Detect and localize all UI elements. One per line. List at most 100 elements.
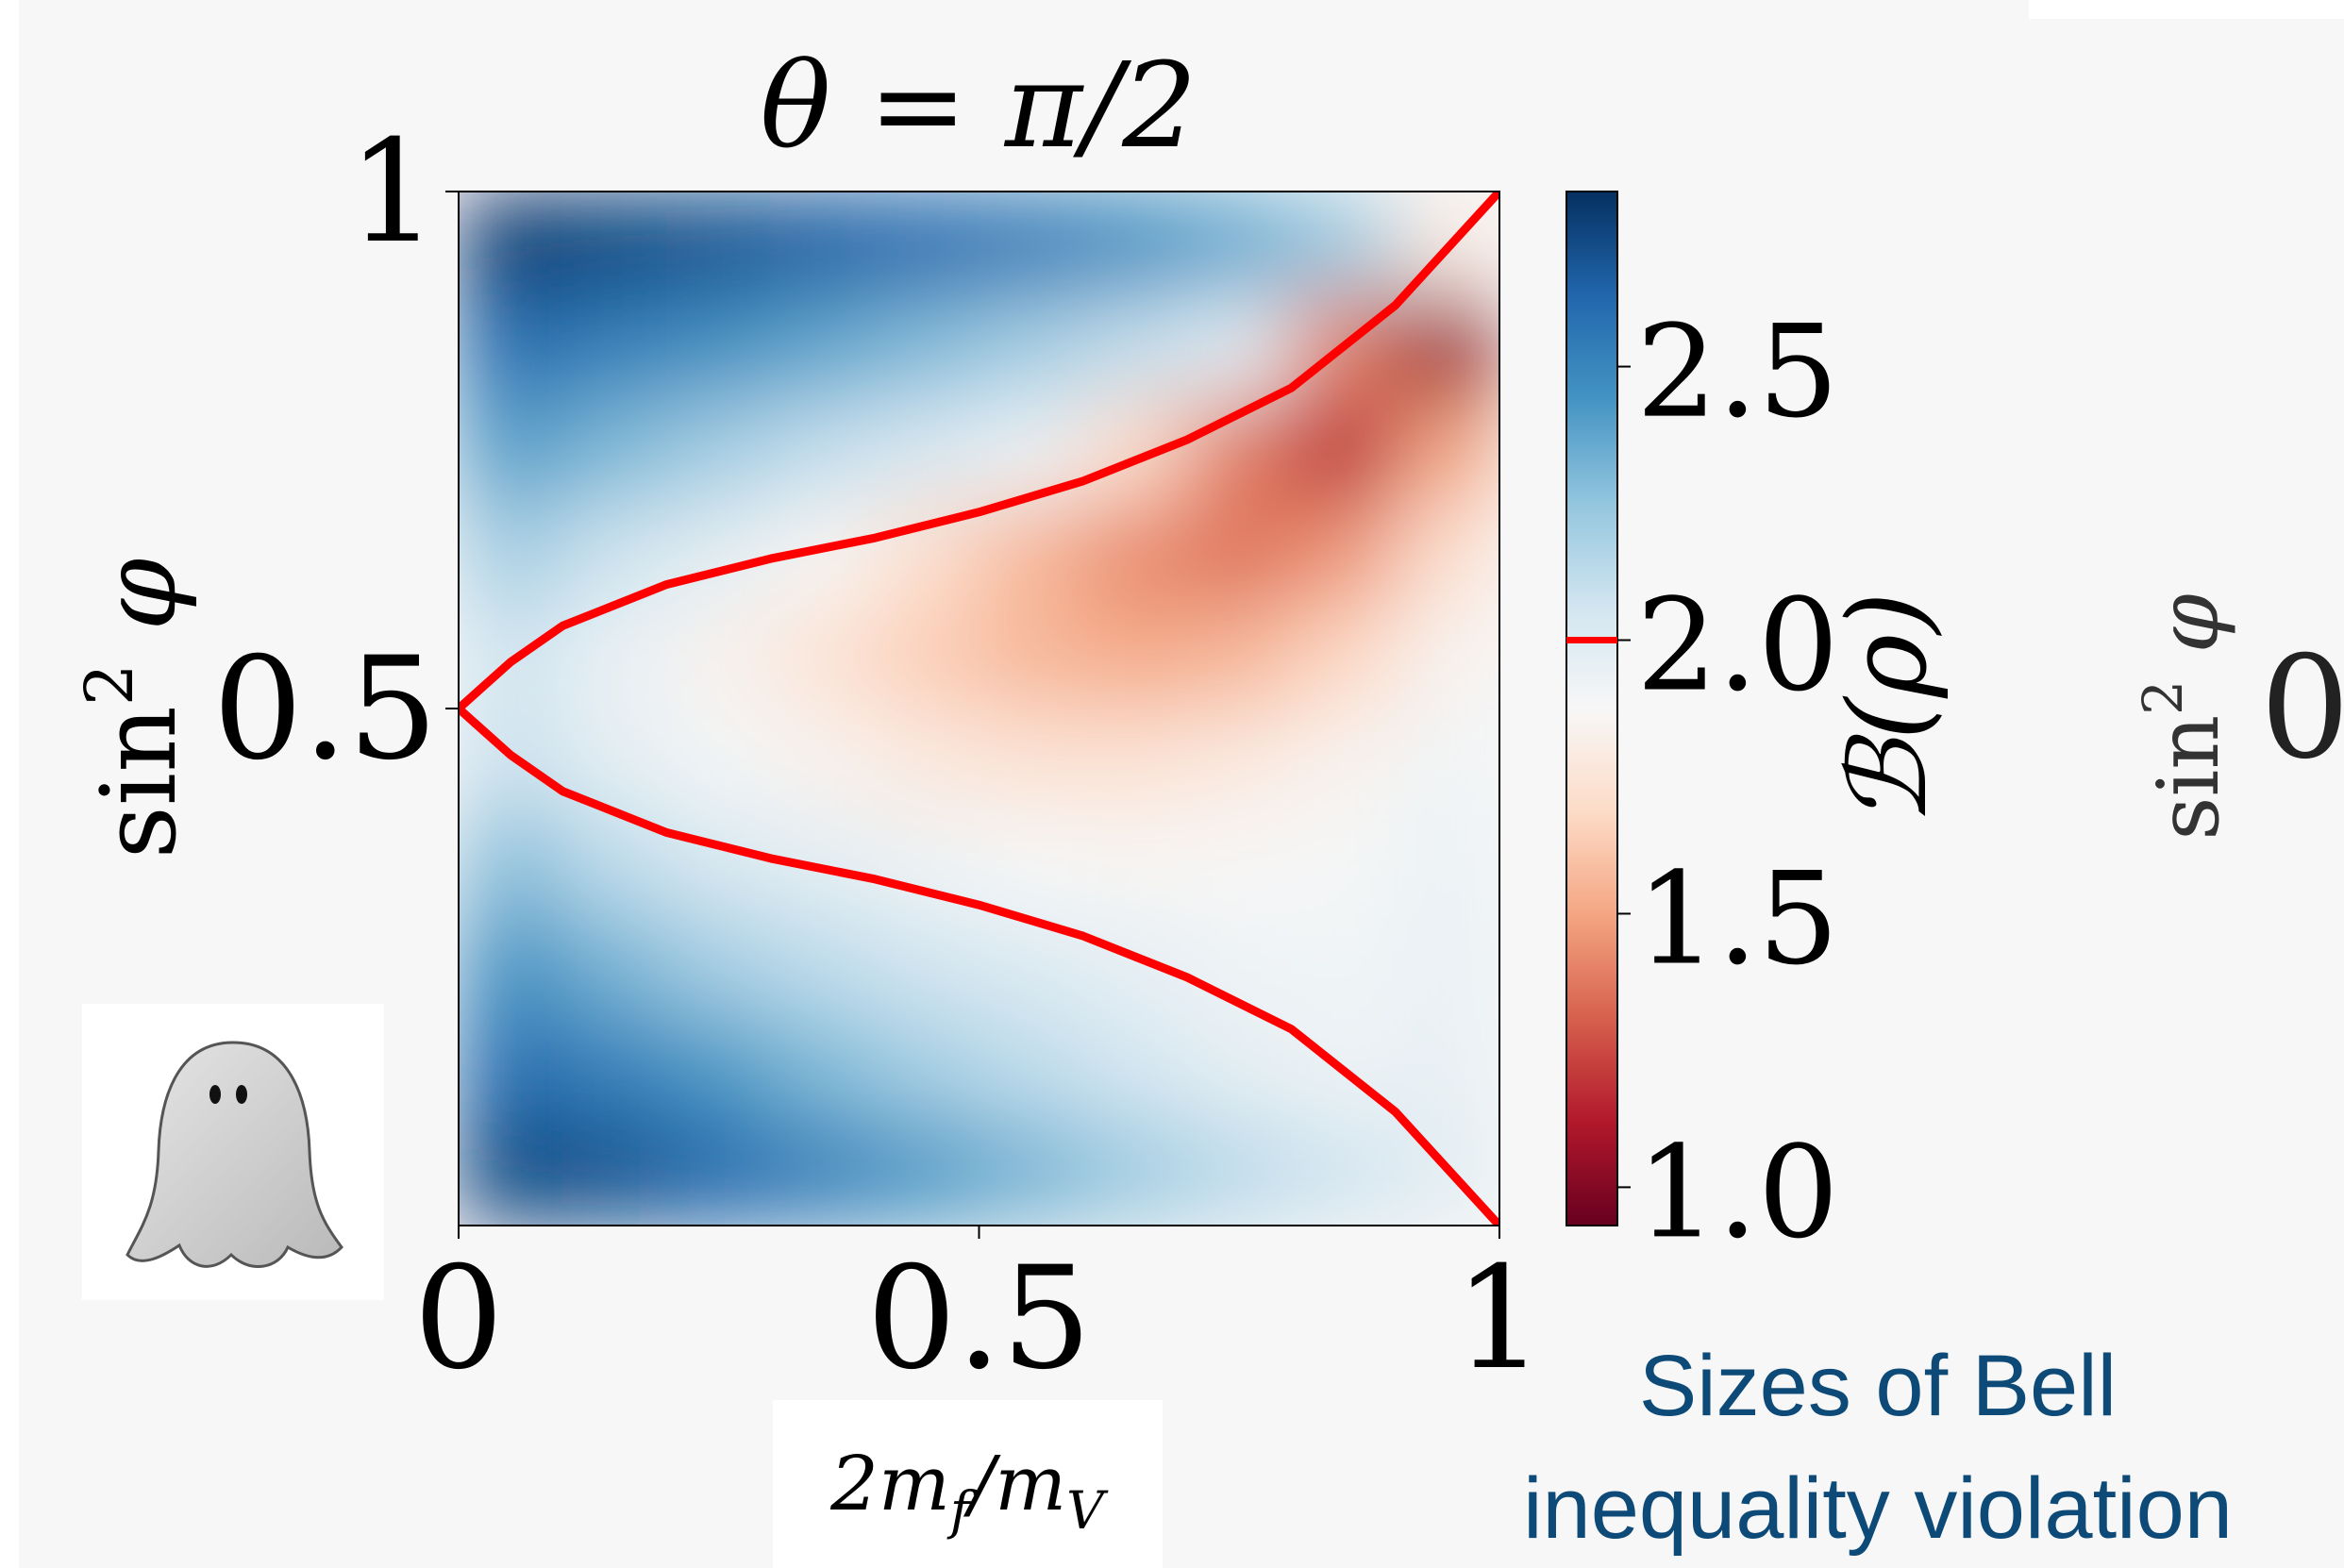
heat-cell — [1291, 811, 1396, 916]
heat-cell — [875, 398, 979, 503]
heat-cell — [666, 605, 771, 709]
heat-cell — [459, 915, 563, 1020]
y-label-part: φ — [78, 558, 199, 663]
heat-cell — [1395, 605, 1499, 709]
heat-cell — [562, 915, 667, 1020]
heat-cell — [979, 709, 1083, 813]
heat-cell — [459, 192, 563, 296]
heat-cell — [666, 294, 771, 399]
heat-cell — [1291, 192, 1396, 296]
colorbar-tick-label: 1.0 — [1636, 1118, 1839, 1266]
heat-cell — [979, 1122, 1083, 1226]
heat-cell — [979, 605, 1083, 709]
heat-cell — [562, 398, 667, 503]
heat-cell — [666, 398, 771, 503]
heat-cell — [770, 1122, 875, 1226]
heat-cell — [979, 1018, 1083, 1123]
heat-cell — [459, 1122, 563, 1226]
heat-cell — [1082, 605, 1187, 709]
heat-cell — [459, 1018, 563, 1123]
heat-cell — [1187, 192, 1292, 296]
side-label-part: 2 — [2131, 680, 2195, 715]
heat-cell — [770, 1018, 875, 1123]
y-tick-label: 1 — [348, 110, 438, 275]
heat-cell — [770, 294, 875, 399]
heat-cell — [1395, 1018, 1499, 1123]
heat-cell — [875, 1122, 979, 1226]
heat-cell — [562, 1018, 667, 1123]
heat-cell — [1291, 709, 1396, 813]
x-label-part: /m — [963, 1440, 1066, 1527]
heat-cell — [1187, 605, 1292, 709]
heat-cell — [562, 1122, 667, 1226]
side-label-part: φ — [2139, 593, 2238, 680]
heat-cell — [1395, 398, 1499, 503]
heat-cell — [1082, 1018, 1187, 1123]
heat-cell — [666, 1018, 771, 1123]
heat-cell — [875, 709, 979, 813]
x-label-part: V — [1066, 1480, 1109, 1541]
colorbar-tick-label: 1.5 — [1636, 844, 1839, 993]
heat-cell — [1187, 1018, 1292, 1123]
annotation: Sizes of Bell — [1639, 1338, 2117, 1434]
x-label-part: 2m — [829, 1440, 950, 1527]
heat-cell — [1291, 398, 1396, 503]
heat-cell — [875, 192, 979, 296]
heat-cell — [875, 605, 979, 709]
heat-cell — [1187, 709, 1292, 813]
heat-cell — [770, 192, 875, 296]
heat-cell — [1082, 192, 1187, 296]
heat-cell — [1082, 811, 1187, 916]
x-tick-label: 0.5 — [866, 1237, 1092, 1401]
y-label-part: 2 — [71, 663, 148, 706]
heat-cell — [1395, 915, 1499, 1020]
heat-cell — [979, 811, 1083, 916]
annotation: inequality violation — [1523, 1460, 2233, 1557]
heat-cell — [770, 398, 875, 503]
heat-cell — [1082, 294, 1187, 399]
heat-cell — [1291, 915, 1396, 1020]
heat-cell — [770, 709, 875, 813]
colorbar-label: ℬ(ρ) — [1825, 592, 1951, 826]
heat-cell — [666, 1122, 771, 1226]
heat-cell — [1082, 1122, 1187, 1226]
side-panel-tick: 0. — [2260, 626, 2344, 791]
heat-cell — [1395, 811, 1499, 916]
y-label-part: sin — [78, 706, 199, 859]
side-label-part: sin — [2139, 715, 2238, 841]
heat-cell — [1187, 501, 1292, 606]
heat-cell — [979, 192, 1083, 296]
y-tick-label: 0.5 — [212, 627, 438, 792]
heat-cell — [1395, 501, 1499, 606]
heat-cell — [770, 915, 875, 1020]
heat-cell — [666, 501, 771, 606]
top-strip — [2029, 0, 2344, 19]
heat-cell — [1082, 501, 1187, 606]
y-axis-label: sin2 φ — [71, 558, 199, 859]
heat-cell — [979, 501, 1083, 606]
heat-cell — [459, 811, 563, 916]
heat-cell — [666, 192, 771, 296]
heat-cell — [1187, 294, 1292, 399]
heat-cell — [1082, 709, 1187, 813]
x-tick-label: 1 — [1454, 1237, 1544, 1401]
heat-cell — [1395, 294, 1499, 399]
heat-cell — [666, 915, 771, 1020]
heat-cell — [459, 501, 563, 606]
heat-cell — [1291, 501, 1396, 606]
heat-cell — [459, 294, 563, 399]
heat-cell — [666, 709, 771, 813]
ghost-eye — [236, 1085, 247, 1104]
heat-cell — [1291, 1122, 1396, 1226]
heat-cell — [770, 605, 875, 709]
colorbar — [1566, 192, 1617, 1226]
heat-cell — [562, 192, 667, 296]
heat-cell — [459, 398, 563, 503]
heat-cell — [1187, 811, 1292, 916]
heat-cell — [666, 811, 771, 916]
heat-cell — [562, 294, 667, 399]
heat-cell — [979, 294, 1083, 399]
side-panel-y-label: sin2 φ — [2131, 593, 2238, 840]
ghost-eye — [209, 1085, 221, 1104]
heat-cell — [1187, 1122, 1292, 1226]
